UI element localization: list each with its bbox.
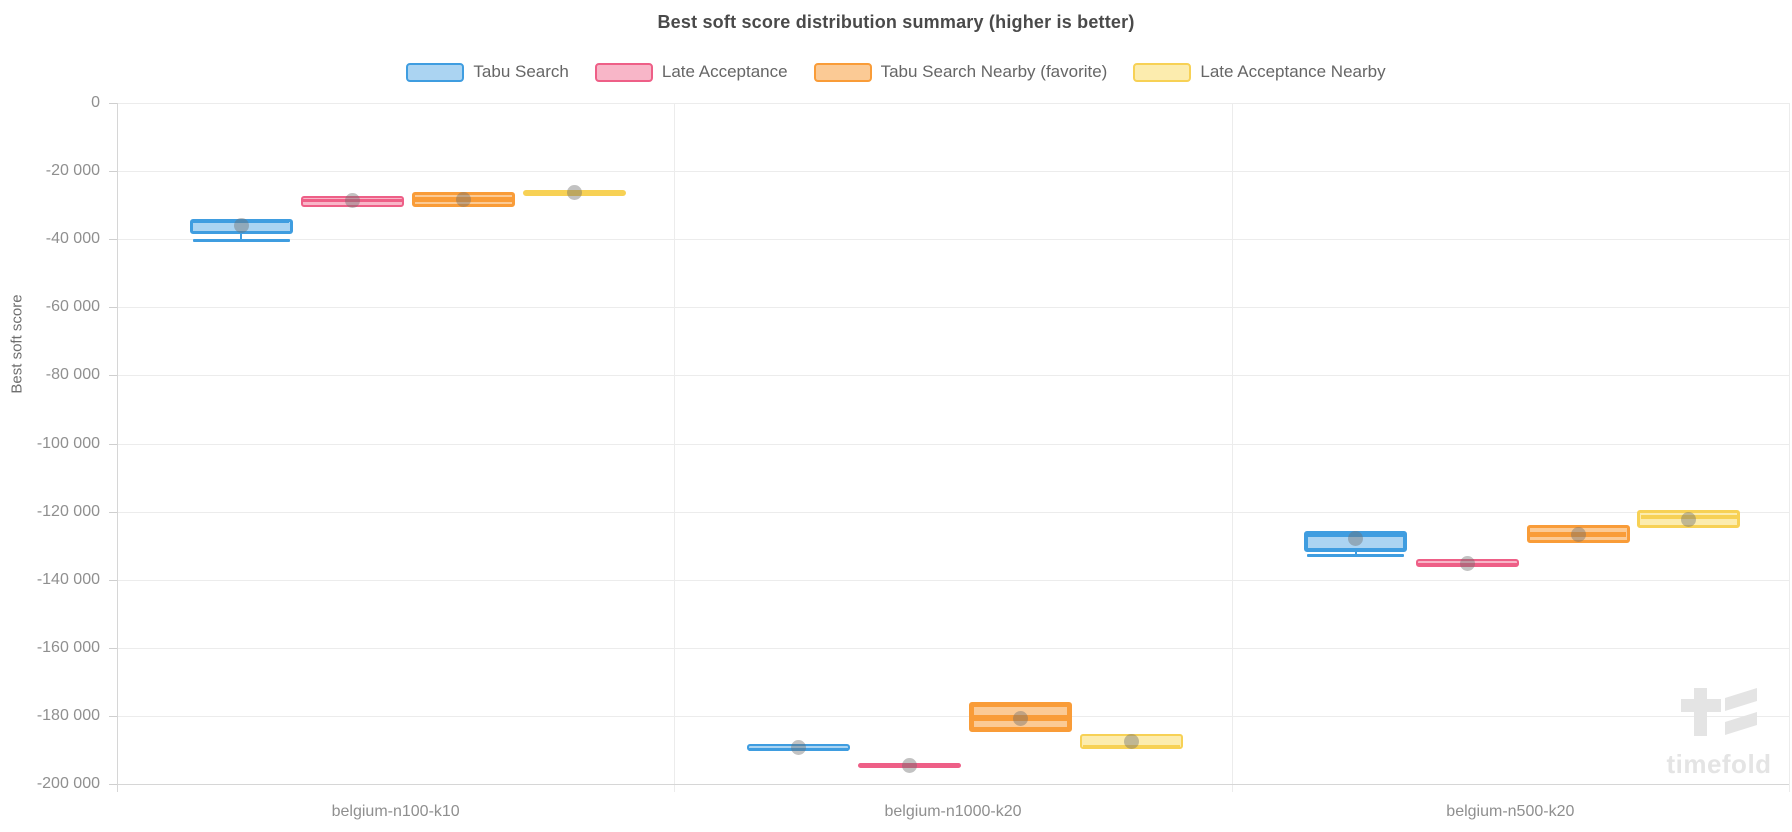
- mean-dot-tabu-search-belgium-n500-k20: [1348, 531, 1364, 547]
- y-tick-mark: [109, 511, 117, 513]
- watermark: timefold: [1664, 682, 1774, 780]
- mean-dot-late-acceptance-belgium-n100-k10: [344, 193, 360, 209]
- watermark-text: timefold: [1666, 749, 1772, 779]
- y-tick-mark: [109, 443, 117, 445]
- category-separator-line: [1789, 103, 1790, 792]
- mean-dot-tabu-search-nearby-favorite-belgium-n1000-k20: [1013, 710, 1029, 726]
- legend-swatch-icon: [406, 62, 465, 82]
- legend-swatch-icon: [813, 62, 872, 82]
- y-tick-mark: [109, 579, 117, 581]
- legend-label: Late Acceptance: [661, 62, 788, 81]
- y-axis-title: Best soft score: [8, 293, 26, 394]
- legend-item-tabu-search-nearby-favorite[interactable]: Tabu Search Nearby (favorite): [813, 62, 1108, 82]
- mean-dot-late-acceptance-nearby-belgium-n500-k20: [1681, 511, 1697, 527]
- median-line-tabu-search-nearby-favorite-belgium-n1000-k20: [974, 715, 1068, 722]
- y-gridline: [117, 511, 1789, 513]
- median-line-tabu-search-nearby-favorite-belgium-n500-k20: [1530, 531, 1627, 537]
- mean-dot-late-acceptance-nearby-belgium-n1000-k20: [1123, 733, 1139, 749]
- y-gridline: [117, 579, 1789, 581]
- median-line-late-acceptance-nearby-belgium-n1000-k20: [1082, 745, 1180, 750]
- y-gridline: [117, 443, 1789, 445]
- legend-swatch-icon: [1133, 62, 1192, 82]
- y-tick-mark: [109, 647, 117, 649]
- y-gridline: [117, 103, 1789, 104]
- y-tick-label: -20 000: [45, 162, 100, 180]
- y-tick-mark: [109, 375, 117, 377]
- y-tick-label: -60 000: [45, 298, 100, 316]
- median-line-late-acceptance-nearby-belgium-n100-k10: [524, 191, 624, 195]
- legend-item-tabu-search[interactable]: Tabu Search: [406, 62, 569, 82]
- mean-dot-tabu-search-belgium-n100-k10: [233, 217, 249, 233]
- y-gridline: [117, 715, 1789, 717]
- legend-item-late-acceptance-nearby[interactable]: Late Acceptance Nearby: [1133, 62, 1386, 82]
- x-category-label-belgium-n100-k10: belgium-n100-k10: [331, 803, 460, 820]
- median-line-tabu-search-belgium-n1000-k20: [748, 747, 848, 751]
- median-line-late-acceptance-nearby-belgium-n500-k20: [1640, 514, 1737, 520]
- legend-label: Tabu Search Nearby (favorite): [880, 62, 1108, 81]
- x-category-label-belgium-n1000-k20: belgium-n1000-k20: [884, 803, 1022, 820]
- legend-label: Late Acceptance Nearby: [1200, 62, 1386, 81]
- median-line-tabu-search-belgium-n100-k10: [192, 219, 290, 224]
- y-tick-mark: [109, 239, 117, 241]
- median-line-late-acceptance-belgium-n100-k10: [303, 199, 402, 203]
- y-tick-mark: [109, 171, 117, 173]
- median-line-late-acceptance-belgium-n1000-k20: [860, 764, 960, 768]
- y-tick-label: -40 000: [45, 230, 100, 248]
- y-tick-label: -120 000: [36, 502, 100, 520]
- y-gridline: [117, 647, 1789, 649]
- y-tick-label: -180 000: [36, 706, 100, 724]
- mean-dot-tabu-search-nearby-favorite-belgium-n500-k20: [1570, 526, 1586, 542]
- median-line-tabu-search-belgium-n500-k20: [1308, 531, 1403, 537]
- chart-title: Best soft score distribution summary (hi…: [657, 12, 1135, 32]
- x-axis-line: [117, 784, 1789, 785]
- y-tick-label: -160 000: [36, 638, 100, 656]
- y-tick-mark: [109, 307, 117, 309]
- y-tick-label: -200 000: [36, 775, 100, 792]
- timefold-logo-icon: [1681, 688, 1757, 736]
- y-tick-label: -100 000: [36, 434, 100, 452]
- mean-dot-late-acceptance-nearby-belgium-n100-k10: [566, 185, 582, 201]
- y-gridline: [117, 171, 1789, 173]
- y-gridline: [117, 307, 1789, 309]
- legend-item-late-acceptance[interactable]: Late Acceptance: [594, 62, 788, 82]
- legend-label: Tabu Search: [473, 62, 569, 81]
- mean-dot-late-acceptance-belgium-n1000-k20: [902, 757, 918, 773]
- x-category-label-belgium-n500-k20: belgium-n500-k20: [1446, 803, 1575, 820]
- y-tick-mark: [109, 784, 117, 785]
- whisker-cap-tabu-search-belgium-n500-k20: [1307, 553, 1405, 557]
- y-tick-label: -140 000: [36, 570, 100, 588]
- category-separator-line: [674, 103, 676, 792]
- y-tick-mark: [109, 103, 117, 104]
- mean-dot-late-acceptance-belgium-n500-k20: [1459, 555, 1475, 571]
- y-gridline: [117, 239, 1789, 241]
- y-axis-line: [117, 103, 118, 792]
- mean-dot-tabu-search-nearby-favorite-belgium-n100-k10: [456, 191, 472, 207]
- mean-dot-tabu-search-belgium-n1000-k20: [790, 739, 806, 755]
- category-separator-line: [1231, 103, 1233, 792]
- median-line-late-acceptance-belgium-n500-k20: [1417, 562, 1517, 566]
- whisker-line-tabu-search-belgium-n100-k10: [240, 234, 242, 241]
- y-tick-mark: [109, 715, 117, 717]
- legend-swatch-icon: [594, 62, 653, 82]
- y-tick-label: 0: [91, 94, 100, 111]
- legend: Tabu Search Late Acceptance Tabu Search Ne…: [0, 62, 1792, 82]
- whisker-line-tabu-search-belgium-n500-k20: [1354, 552, 1357, 555]
- y-gridline: [117, 375, 1789, 377]
- median-line-tabu-search-nearby-favorite-belgium-n100-k10: [415, 197, 513, 202]
- y-tick-label: -80 000: [45, 366, 100, 384]
- whisker-cap-tabu-search-belgium-n100-k10: [192, 239, 290, 243]
